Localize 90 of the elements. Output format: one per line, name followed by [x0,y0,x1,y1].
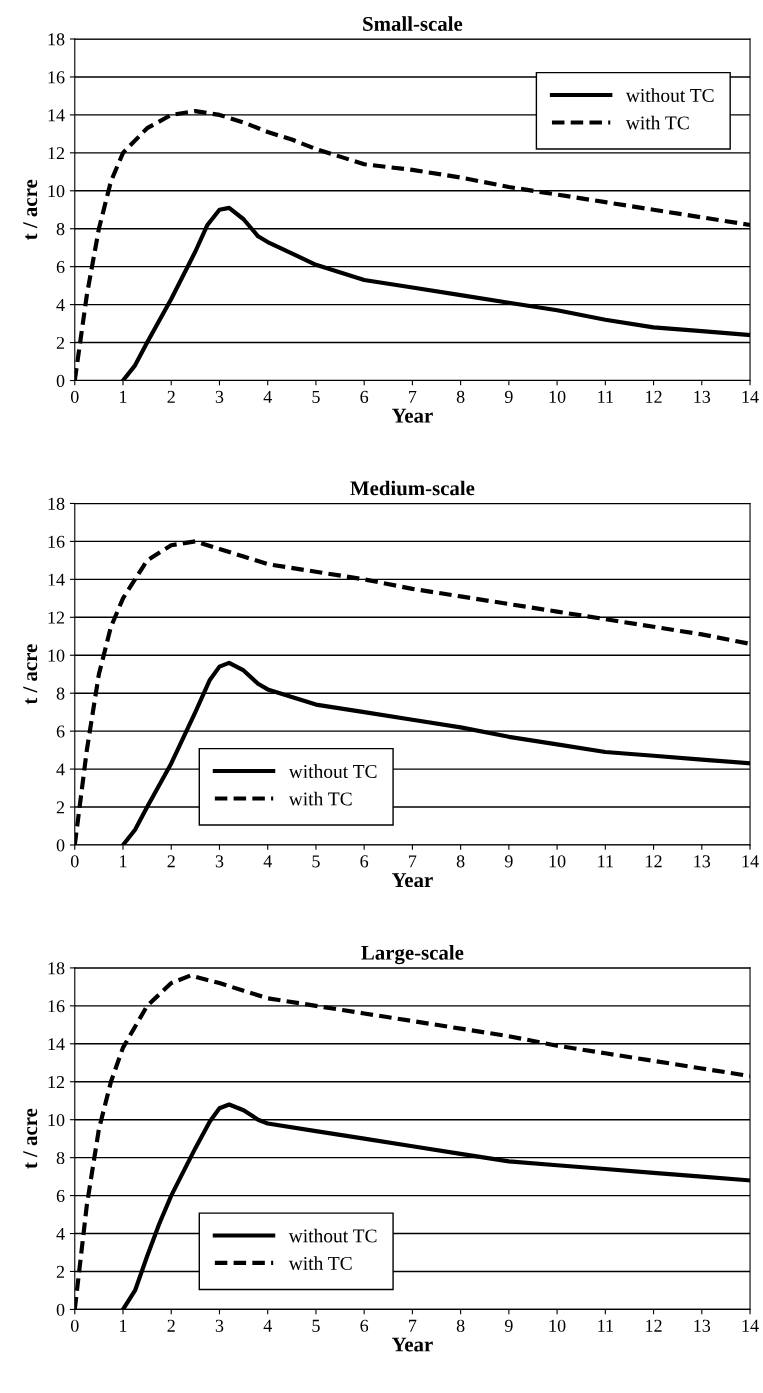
y-tick-label: 2 [56,336,65,349]
x-tick-label: 2 [167,855,175,868]
y-tick-label: 4 [56,1227,65,1240]
x-tick-label: 1 [120,1319,127,1332]
y-tick-label: 6 [56,1189,65,1203]
y-tick-label: 4 [56,299,65,311]
x-tick-label: 6 [360,855,369,868]
chart-title: Large-scale [361,945,464,965]
x-axis-title: Year [391,873,433,888]
x-tick-label: 7 [409,855,417,868]
y-tick-label: 2 [56,801,65,814]
x-tick-label: 7 [409,1319,417,1332]
legend-label: without TC [625,88,714,102]
legend-label: without TC [288,1228,377,1243]
y-tick-label: 18 [48,962,65,975]
y-tick-label: 12 [48,147,65,160]
x-tick-label: 5 [312,855,320,868]
x-tick-label: 9 [504,1319,513,1332]
y-tick-label: 10 [48,1113,65,1127]
x-tick-label: 12 [646,855,662,868]
y-tick-label: 14 [48,109,65,122]
y-tick-label: 2 [56,1265,65,1278]
x-tick-label: 4 [263,1319,272,1332]
x-tick-label: 14 [742,855,759,868]
chart-title: Small-scale [363,16,463,31]
x-tick-label: 8 [456,390,465,403]
y-tick-label: 14 [48,573,65,586]
y-tick-label: 16 [48,71,65,84]
x-tick-label: 13 [694,1319,711,1332]
x-tick-label: 0 [70,855,79,868]
x-tick-label: 2 [167,1319,175,1332]
x-tick-label: 11 [598,1319,613,1332]
x-tick-label: 14 [742,1319,759,1332]
y-tick-label: 18 [48,497,65,510]
x-tick-label: 3 [215,1319,224,1332]
x-tick-label: 3 [215,390,224,403]
y-axis-title: t / acre [23,644,38,705]
x-tick-label: 14 [742,390,759,403]
y-tick-label: 12 [48,1076,65,1089]
y-tick-label: 14 [48,1038,65,1051]
y-tick-label: 18 [48,33,65,46]
x-tick-label: 6 [360,1319,369,1332]
y-tick-label: 8 [56,1151,65,1165]
y-tick-label: 6 [56,260,65,274]
x-tick-label: 2 [167,390,175,403]
x-tick-label: 12 [646,390,662,403]
x-tick-label: 4 [263,855,272,868]
x-tick-label: 9 [504,855,513,868]
y-tick-label: 8 [56,687,65,700]
x-tick-label: 10 [549,1319,566,1332]
x-tick-label: 8 [456,855,465,868]
x-tick-label: 13 [694,390,711,403]
legend-label: with TC [625,115,689,130]
y-tick-label: 0 [56,374,65,387]
x-tick-label: 1 [120,390,127,403]
x-axis-title: Year [391,408,433,423]
x-tick-label: 11 [598,855,613,868]
x-tick-label: 0 [70,390,79,403]
x-tick-label: 0 [70,1319,79,1332]
x-tick-label: 1 [120,855,127,868]
y-axis-title: t / acre [23,179,38,240]
y-tick-label: 4 [56,763,65,776]
x-tick-label: 13 [694,855,711,868]
y-tick-label: 8 [56,222,65,236]
x-axis-title: Year [391,1337,433,1352]
x-tick-label: 5 [312,390,320,403]
chart-title: Medium-scale [350,480,475,496]
x-tick-label: 3 [215,855,224,868]
x-tick-label: 5 [312,1319,320,1332]
x-tick-label: 7 [409,390,417,403]
x-tick-label: 10 [549,855,566,868]
legend-label: without TC [288,764,377,779]
x-tick-label: 9 [504,390,513,403]
x-tick-label: 8 [456,1319,465,1332]
y-axis-title: t / acre [23,1108,38,1169]
legend-label: with TC [288,1256,352,1270]
y-tick-label: 16 [48,1000,65,1013]
x-tick-label: 10 [549,390,566,403]
x-tick-label: 11 [598,390,613,403]
x-tick-label: 6 [360,390,369,403]
y-tick-label: 0 [56,1303,65,1316]
y-tick-label: 12 [48,611,65,624]
legend-label: with TC [288,791,352,806]
x-tick-label: 12 [646,1319,662,1332]
y-tick-label: 10 [48,185,65,198]
y-tick-label: 16 [48,535,65,548]
y-tick-label: 0 [56,839,65,852]
y-tick-label: 6 [56,725,65,738]
x-tick-label: 4 [263,390,272,403]
y-tick-label: 10 [48,649,65,662]
